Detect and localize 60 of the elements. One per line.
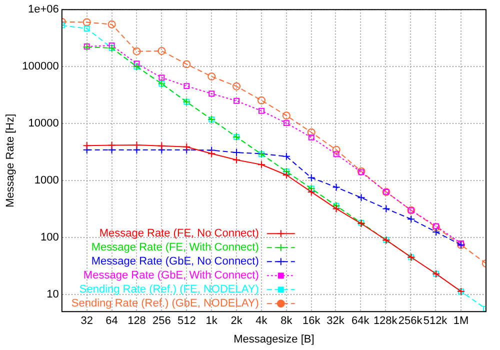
point xyxy=(184,83,190,90)
point xyxy=(357,194,366,202)
legend-label: Message Rate (FE, With Connect) xyxy=(91,242,259,254)
x-tick-label: 4k xyxy=(256,315,268,328)
point xyxy=(333,151,340,158)
point xyxy=(432,228,440,236)
x-tick-label: 2k xyxy=(230,315,243,328)
point xyxy=(282,152,290,160)
point xyxy=(108,141,116,150)
point xyxy=(132,141,141,150)
point xyxy=(232,148,241,157)
point xyxy=(307,188,316,196)
x-tick-label: 256 xyxy=(152,315,171,328)
point xyxy=(257,160,266,169)
x-tick-label: 64 xyxy=(106,315,118,328)
point xyxy=(234,98,240,104)
x-tick-label: 16k xyxy=(302,315,321,328)
point xyxy=(308,134,314,140)
point xyxy=(332,183,340,192)
x-tick-label: 64k xyxy=(352,315,370,328)
y-axis-title: Message Rate [Hz] xyxy=(4,114,17,208)
y-tick-label: 100000 xyxy=(22,60,59,73)
legend-label: Sending Rate (Ref.) (FE, NODELAY) xyxy=(79,284,259,296)
point xyxy=(134,60,140,67)
legend-label: Message Rate (GbE, No Connect) xyxy=(91,256,259,268)
x-tick-label: 8k xyxy=(280,315,293,328)
point xyxy=(182,142,191,151)
y-tick-label: 1000 xyxy=(34,174,59,187)
point xyxy=(208,150,216,158)
y-tick-label: 10000 xyxy=(28,118,59,130)
legend-label: Message Rate (FE, No Connect) xyxy=(99,228,259,240)
point xyxy=(458,240,464,246)
x-tick-label: 256k xyxy=(398,315,423,328)
point xyxy=(82,142,91,150)
point xyxy=(332,204,340,213)
x-tick-label: 512k xyxy=(423,315,448,328)
point xyxy=(282,170,290,179)
x-tick-label: 32 xyxy=(80,315,93,328)
y-tick-label: 10 xyxy=(46,288,59,300)
point xyxy=(232,156,241,164)
x-tick-label: 512 xyxy=(177,315,196,328)
point xyxy=(382,204,390,213)
x-tick-label: 1M xyxy=(453,315,469,328)
point xyxy=(283,120,290,126)
x-tick-label: 32k xyxy=(326,315,345,328)
point xyxy=(407,215,416,224)
point xyxy=(132,146,141,154)
point xyxy=(258,108,264,114)
point xyxy=(158,74,165,81)
x-tick-label: 128k xyxy=(373,315,398,328)
legend-label: Sending Rate (Ref.) (GbE, NODELAY) xyxy=(71,298,259,310)
legend-label: Message Rate (GbE, With Connect) xyxy=(83,270,259,282)
y-tick-label: 1e+06 xyxy=(28,4,59,16)
point xyxy=(307,174,316,182)
x-tick-label: 128 xyxy=(128,315,146,328)
point xyxy=(208,90,215,97)
y-tick-label: 100 xyxy=(40,232,59,244)
x-tick-label: 1k xyxy=(206,315,218,328)
point xyxy=(158,142,166,150)
x-axis-title: Messagesize [B] xyxy=(234,333,314,346)
